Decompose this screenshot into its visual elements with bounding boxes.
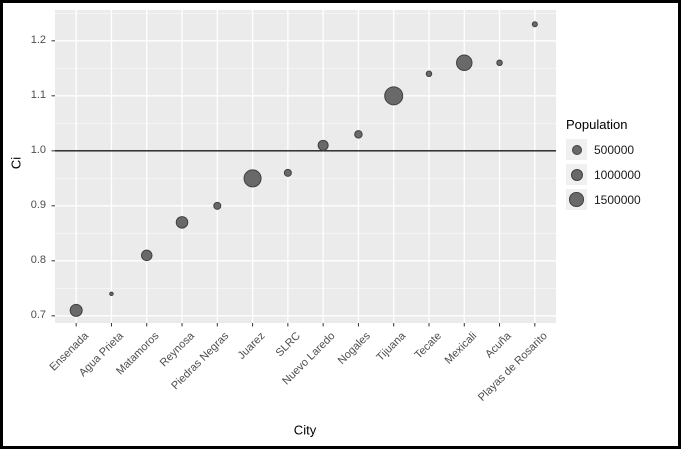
legend-entry: 500000 xyxy=(566,139,641,160)
x-axis-title: City xyxy=(293,422,317,438)
legend-entry-label: 1000000 xyxy=(594,167,641,182)
data-point-slrc xyxy=(283,168,292,177)
data-point-playas-de-rosarito xyxy=(531,21,538,28)
legend-entry-label: 500000 xyxy=(594,142,635,157)
legend-entry: 1500000 xyxy=(566,189,641,210)
legend-entry: 1000000 xyxy=(566,164,641,185)
data-point-piedras-negras xyxy=(213,201,222,210)
y-axis-title: Ci xyxy=(8,156,24,170)
data-point-matamoros xyxy=(140,249,153,262)
legend-key xyxy=(566,164,587,185)
data-point-tecate xyxy=(425,70,433,78)
legend-items: 500000 1000000 1500000 xyxy=(566,139,641,210)
data-point-nogales xyxy=(354,130,363,139)
data-point-acu-a xyxy=(496,59,503,67)
legend-entry-label: 1500000 xyxy=(594,192,641,207)
data-point-nuevo-laredo xyxy=(317,139,329,151)
panel-background xyxy=(55,10,556,323)
data-point-mexicali xyxy=(456,54,473,72)
data-point-agua-prieta xyxy=(109,291,114,297)
data-point-reynosa xyxy=(175,216,189,229)
legend: Population 500000 1000000 1500000 xyxy=(566,117,641,214)
legend-bubble-icon xyxy=(569,192,584,207)
data-point-ensenada xyxy=(69,303,83,317)
legend-title: Population xyxy=(566,117,628,132)
data-point-juarez xyxy=(243,169,262,188)
legend-bubble-icon xyxy=(570,168,583,181)
legend-key xyxy=(566,189,587,210)
legend-key xyxy=(566,139,587,160)
legend-bubble-icon xyxy=(571,144,582,155)
data-point-tijuana xyxy=(384,86,404,106)
